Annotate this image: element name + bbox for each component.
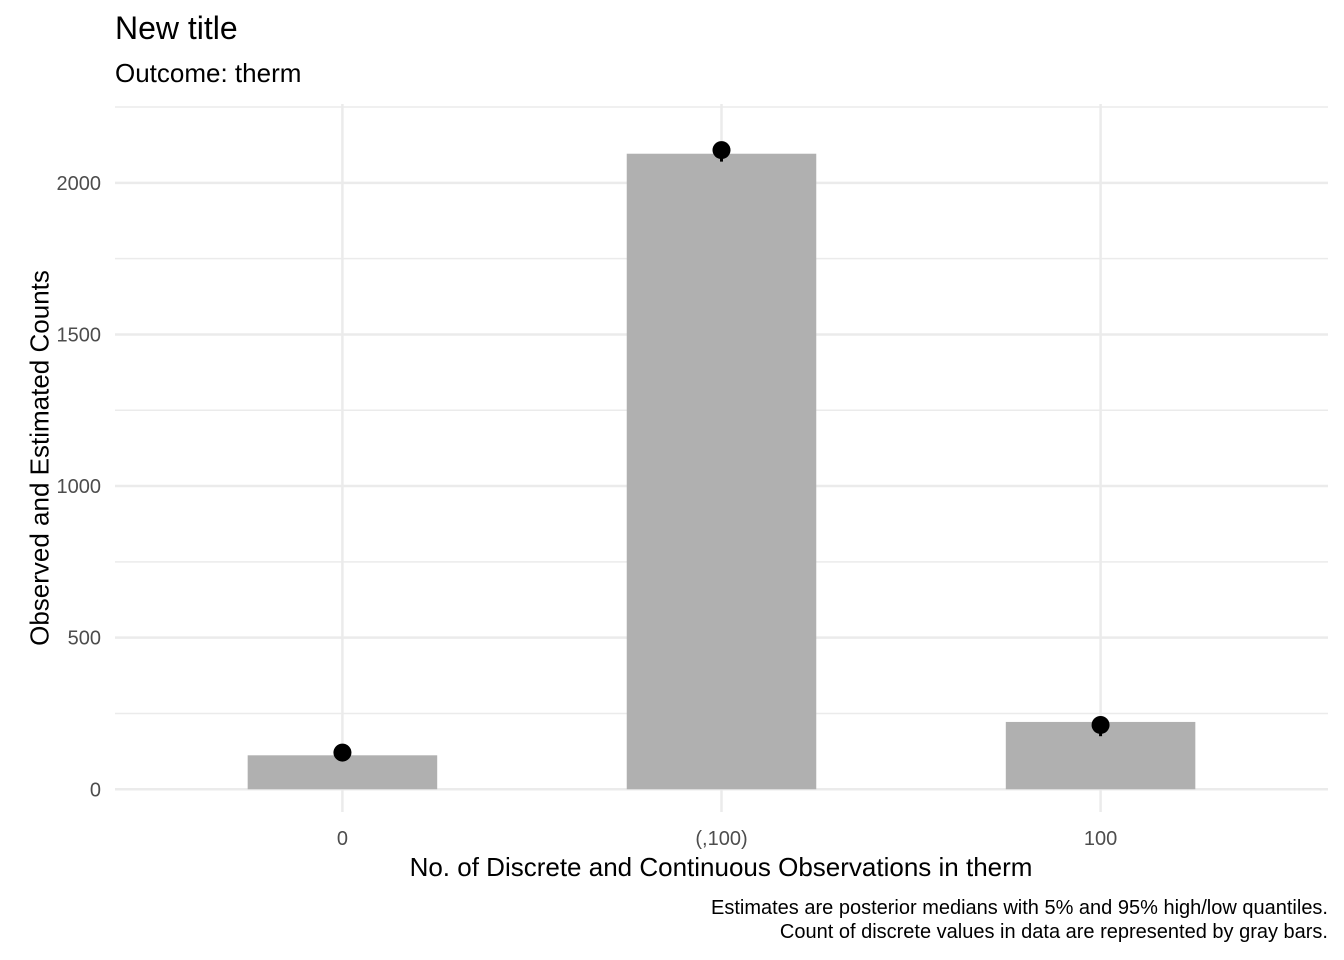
x-tick-label: 100 xyxy=(1084,828,1117,850)
bar xyxy=(626,153,817,790)
estimate-point xyxy=(333,743,352,762)
y-tick-label: 2000 xyxy=(57,173,102,195)
x-tick-label: 0 xyxy=(337,828,348,850)
y-tick-label: 1000 xyxy=(57,476,102,498)
estimate-point xyxy=(1091,715,1110,734)
chart-subtitle: Outcome: therm xyxy=(115,58,302,88)
caption-line-2: Count of discrete values in data are rep… xyxy=(779,921,1328,943)
y-tick-label: 500 xyxy=(68,628,101,650)
y-axis-label: Observed and Estimated Counts xyxy=(24,270,55,646)
chart-caption: Estimates are posterior medians with 5% … xyxy=(711,896,1328,944)
estimate-point xyxy=(712,141,731,160)
y-tick-label: 0 xyxy=(90,779,101,801)
x-axis-label: No. of Discrete and Continuous Observati… xyxy=(409,852,1033,882)
y-tick-label: 1500 xyxy=(57,324,102,346)
caption-line-1: Estimates are posterior medians with 5% … xyxy=(711,897,1328,919)
chart-title: New title xyxy=(115,10,238,46)
x-tick-label: (,100) xyxy=(695,828,747,850)
